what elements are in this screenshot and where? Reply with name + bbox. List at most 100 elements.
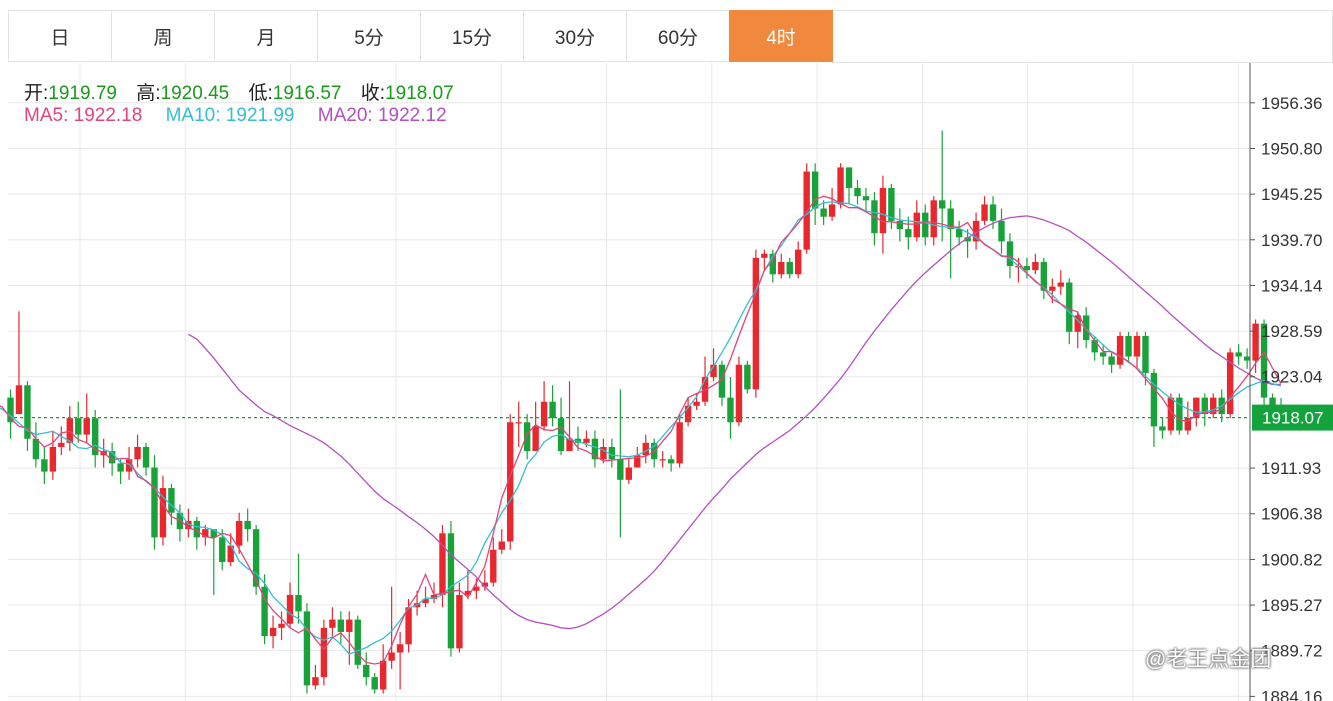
- candle: [625, 459, 633, 484]
- candle-body: [261, 586, 268, 637]
- candle-body: [778, 261, 785, 275]
- candle: [7, 389, 14, 439]
- candle-body: [312, 677, 319, 686]
- candle-body: [947, 208, 954, 230]
- candle-body: [202, 529, 209, 538]
- candle-body: [151, 467, 158, 538]
- candle: [388, 586, 395, 669]
- candle-body: [955, 229, 963, 238]
- candle-body: [981, 204, 988, 221]
- candle-body: [507, 422, 514, 542]
- candle-body: [1032, 261, 1039, 271]
- candle-body: [888, 187, 895, 221]
- candle-body: [659, 459, 666, 461]
- candle: [447, 520, 455, 657]
- candle-body: [1116, 335, 1124, 365]
- candle-body: [498, 541, 505, 550]
- candle: [269, 615, 277, 649]
- candle: [532, 401, 539, 452]
- close-value: 1918.07: [385, 83, 454, 104]
- candle: [718, 360, 726, 406]
- candle-body: [566, 438, 573, 452]
- candle: [939, 130, 946, 242]
- y-tick-label: 1911.93: [1261, 459, 1321, 478]
- candle-body: [608, 446, 616, 460]
- candle-body: [134, 446, 141, 460]
- candle-body: [227, 545, 234, 563]
- candle: [591, 430, 599, 468]
- candle: [354, 615, 361, 669]
- candle: [1032, 253, 1039, 275]
- ma10-line: [0, 201, 1282, 655]
- candle-body: [922, 212, 929, 238]
- candle-body: [1252, 323, 1259, 361]
- candle-body: [142, 446, 150, 468]
- open-label: 开:: [24, 83, 49, 104]
- candle-body: [1108, 356, 1115, 365]
- candle-body: [1226, 352, 1234, 415]
- candle-body: [379, 660, 387, 690]
- tab-5min[interactable]: 5分: [317, 10, 421, 62]
- tab-4hour[interactable]: 4时: [729, 10, 833, 62]
- candle-body: [1049, 286, 1056, 291]
- candle: [676, 414, 683, 468]
- candlestick-chart[interactable]: 1956.36 1950.80 1945.25 1939.70 1934.14 1928.…: [0, 63, 1333, 701]
- candle-body: [481, 582, 489, 587]
- candle-body: [388, 652, 395, 661]
- candle: [1142, 331, 1149, 386]
- candle-body: [710, 364, 717, 378]
- candle: [329, 607, 336, 637]
- candle: [32, 422, 40, 468]
- y-axis: 1956.36 1950.80 1945.25 1939.70 1934.14 1928.…: [1250, 94, 1322, 701]
- watermark-text: @老王点金团: [1145, 648, 1272, 671]
- candle-body: [905, 229, 912, 238]
- y-tick-label: 1950.80: [1261, 140, 1322, 159]
- candle: [752, 249, 760, 398]
- candle-body: [329, 619, 336, 628]
- candle: [540, 381, 548, 431]
- candle-body: [405, 607, 412, 645]
- moving-average-lines: [0, 195, 1282, 665]
- candle-body: [1023, 266, 1031, 271]
- tab-15min[interactable]: 15分: [420, 10, 524, 62]
- candle-body: [490, 549, 497, 583]
- candle: [134, 434, 141, 468]
- tab-60min[interactable]: 60分: [626, 10, 730, 62]
- candles: [7, 130, 1285, 694]
- candle-body: [786, 261, 793, 275]
- candle-body: [998, 220, 1005, 242]
- candle-body: [286, 594, 294, 624]
- candle: [820, 200, 827, 225]
- candle: [972, 212, 980, 250]
- candle-body: [718, 364, 726, 398]
- candle-body: [219, 537, 226, 563]
- candle-body: [795, 249, 802, 275]
- ma5-value: 1922.18: [73, 105, 143, 126]
- candle: [811, 163, 819, 225]
- candle-body: [439, 533, 446, 595]
- candle: [193, 516, 201, 550]
- candle: [608, 438, 616, 468]
- candle-body: [879, 187, 887, 234]
- candle: [58, 426, 65, 456]
- candle-body: [735, 364, 743, 423]
- tab-week[interactable]: 周: [111, 10, 215, 62]
- ma10-value: 1921.99: [225, 105, 295, 126]
- ma5-readout: MA5: 1922.18: [24, 105, 142, 126]
- ma20-readout: MA20: 1922.12: [318, 105, 447, 126]
- y-tick-label: 1889.72: [1261, 642, 1322, 661]
- candle: [1108, 352, 1115, 373]
- candle: [854, 179, 861, 205]
- close-label: 收:: [360, 83, 386, 104]
- candle: [1057, 270, 1064, 295]
- tab-30min[interactable]: 30分: [523, 10, 627, 62]
- candle: [837, 163, 844, 209]
- candle: [227, 533, 234, 567]
- candle-body: [684, 405, 692, 423]
- candle-body: [108, 451, 116, 464]
- last-price-tag: 1918.07: [1252, 404, 1333, 431]
- tab-day[interactable]: 日: [8, 10, 112, 62]
- tab-month[interactable]: 月: [214, 10, 318, 62]
- candle: [905, 216, 912, 250]
- period-tab-bar: 日 周 月 5分 15分 30分 60分 4时: [8, 10, 1333, 63]
